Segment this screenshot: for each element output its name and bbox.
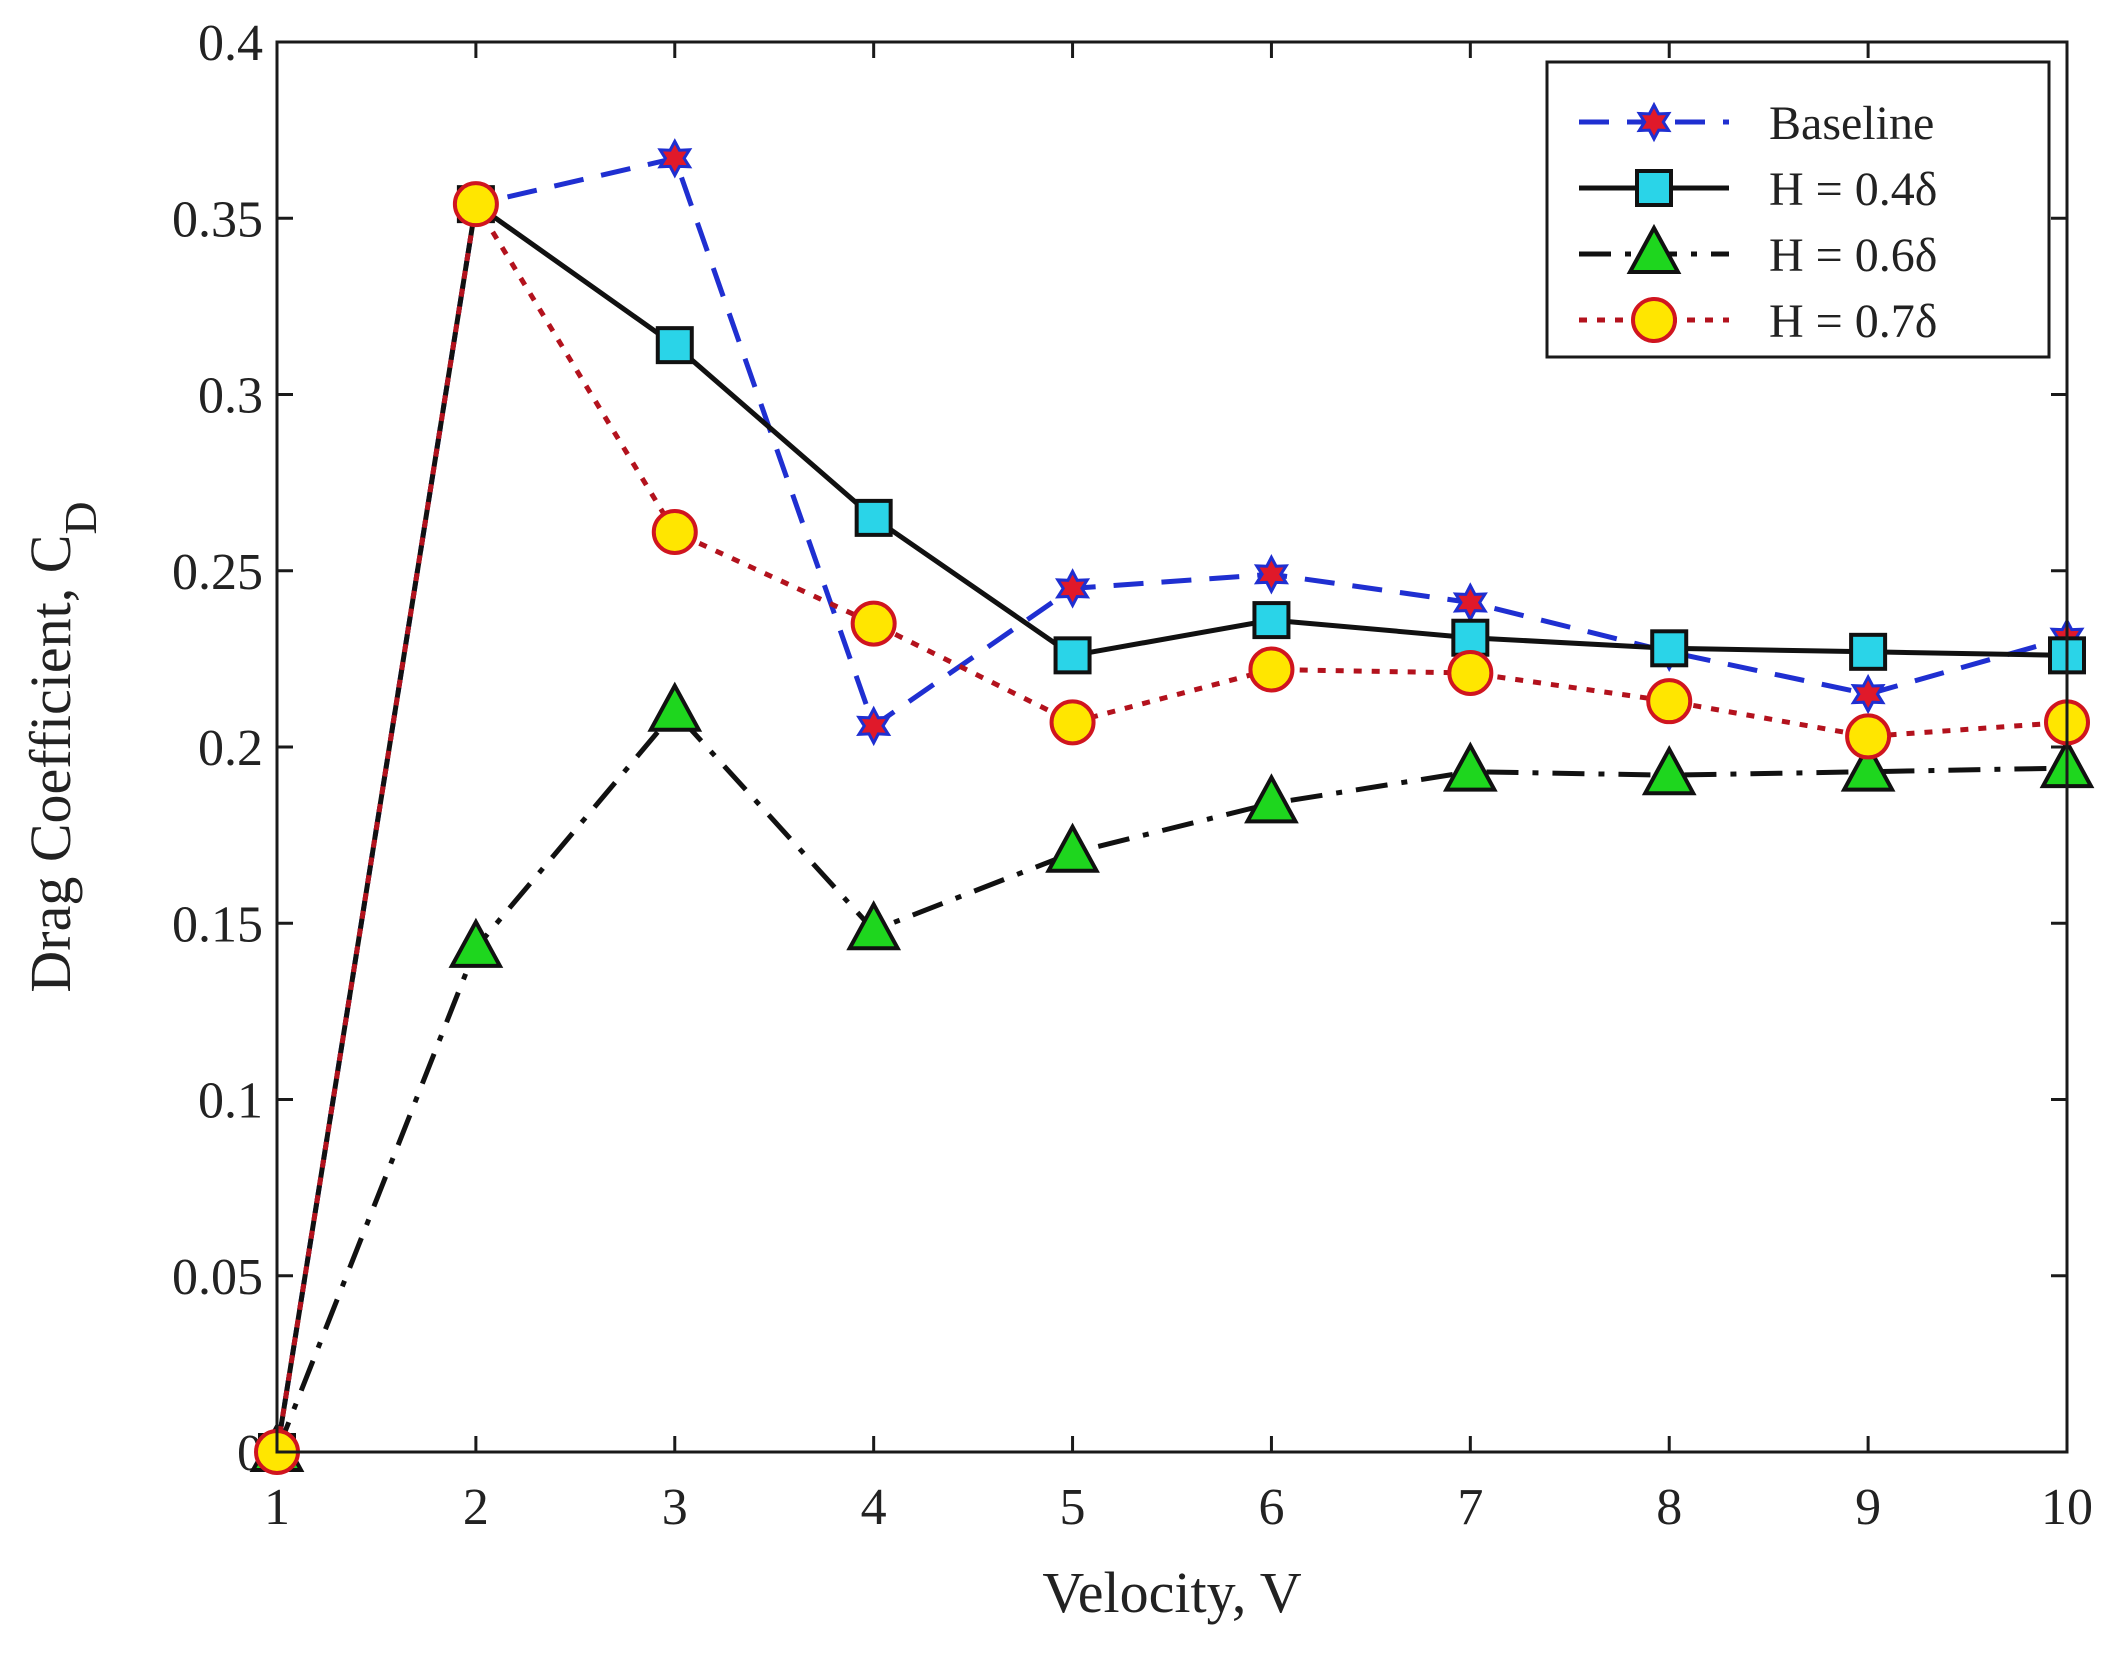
y-axis-title: Drag Coefficient, CD (18, 501, 106, 992)
x-tick-label: 9 (1855, 1479, 1881, 1536)
data-point (1053, 636, 1092, 675)
data-point (1049, 699, 1096, 746)
series-line (274, 155, 2068, 1453)
data-point (1045, 822, 1100, 873)
data-point (1850, 673, 1886, 715)
x-tick-label: 6 (1258, 1479, 1284, 1536)
x-tick-label: 2 (463, 1479, 489, 1536)
y-axis-title-main: Drag Coefficient, C (18, 535, 83, 993)
data-point (1849, 632, 1888, 671)
x-tick-label: 1 (264, 1479, 290, 1536)
y-axis-ticks: 00.050.10.150.20.250.30.350.4 (172, 15, 2067, 1482)
legend-marker (1636, 101, 1672, 143)
data-point (448, 917, 504, 968)
legend-marker (1635, 169, 1673, 207)
legend-label: Baseline (1769, 97, 1934, 150)
x-tick-label: 4 (861, 1479, 887, 1536)
data-point (1840, 741, 1896, 792)
data-point (647, 681, 703, 732)
legend-box (1545, 60, 2051, 359)
series-h-0-6 (249, 681, 2095, 1472)
series-line (274, 201, 2068, 1453)
x-axis-ticks: 1 2 3 4 5 6 7 8 9 10 (264, 42, 2093, 1536)
y-tick-label: 0.4 (198, 15, 263, 72)
x-tick-label: 10 (2041, 1479, 2093, 1536)
y-tick-label: 0.2 (198, 720, 263, 777)
data-point (854, 498, 893, 537)
data-point (1845, 713, 1892, 760)
data-point (1646, 678, 1693, 725)
plot-frame (275, 40, 2069, 1454)
data-point (1252, 601, 1291, 640)
data-point (657, 138, 693, 179)
legend-label: H = 0.7δ (1769, 295, 1937, 348)
y-tick-label: 0.15 (172, 896, 263, 953)
data-point (1244, 773, 1299, 824)
data-point (452, 181, 499, 228)
legend-label: H = 0.4δ (1769, 163, 1937, 216)
y-axis-title-subscript: D (55, 501, 106, 534)
legend-marker (1631, 297, 1677, 343)
legend-items: Baseline H = 0.4δ H = 0.6δ H = 0.7δ (1579, 97, 1937, 348)
y-tick-label: 0.3 (198, 368, 263, 425)
data-point (1054, 568, 1091, 609)
legend-marker (1626, 223, 1682, 274)
data-point (1650, 629, 1689, 668)
legend-item: H = 0.6δ (1579, 223, 1937, 282)
series-line (274, 709, 2068, 1453)
x-tick-label: 7 (1457, 1479, 1483, 1536)
y-tick-label: 0.05 (172, 1249, 263, 1306)
data-point (1248, 646, 1295, 693)
legend-label: H = 0.6δ (1769, 229, 1937, 282)
x-tick-label: 3 (662, 1479, 688, 1536)
data-point (1451, 618, 1490, 657)
data-point (846, 900, 902, 951)
data-point (1641, 745, 1697, 796)
series-line (274, 201, 2068, 1453)
x-tick-label: 5 (1060, 1479, 1086, 1536)
x-tick-label: 8 (1656, 1479, 1682, 1536)
data-point (1442, 741, 1498, 792)
data-point (651, 508, 698, 555)
legend-item: H = 0.4δ (1579, 163, 1937, 216)
data-point (655, 326, 694, 365)
legend-item: Baseline (1579, 97, 1934, 150)
legend: Baseline H = 0.4δ H = 0.6δ H = 0.7δ (1545, 60, 2051, 359)
data-point (850, 600, 897, 647)
legend-item: H = 0.7δ (1579, 295, 1937, 348)
data-point (1253, 554, 1290, 595)
y-tick-label: 0.1 (198, 1073, 263, 1130)
data-point (856, 705, 892, 747)
data-point (1447, 649, 1494, 696)
y-tick-label: 0.35 (172, 191, 263, 248)
x-axis-title: Velocity, V (1042, 1560, 1301, 1625)
y-tick-label: 0.25 (172, 544, 263, 601)
